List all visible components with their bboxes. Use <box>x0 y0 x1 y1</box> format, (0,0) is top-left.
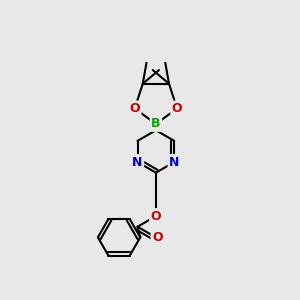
Text: N: N <box>132 156 143 169</box>
Text: B: B <box>151 117 160 130</box>
Text: O: O <box>151 210 161 223</box>
Text: N: N <box>169 156 179 169</box>
Text: O: O <box>172 102 182 115</box>
Text: O: O <box>129 102 140 115</box>
Text: O: O <box>152 231 163 244</box>
